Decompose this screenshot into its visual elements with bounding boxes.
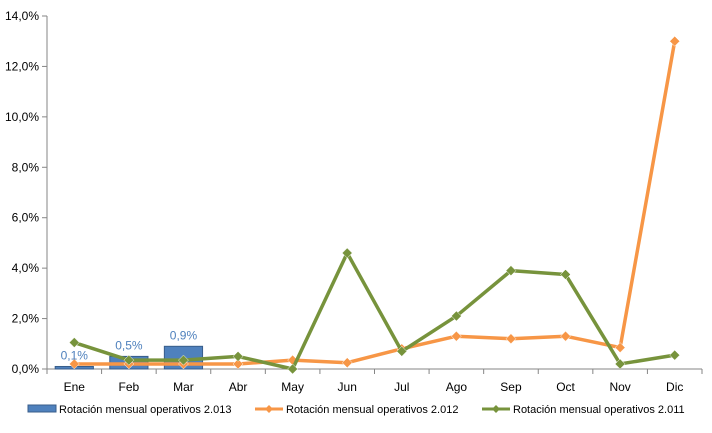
series-point	[68, 337, 80, 348]
x-tick-labels: Ene Feb Mar Abr May Jun Jul Ago Sep Oct Nov Dic	[64, 380, 684, 394]
x-tick-label: Oct	[556, 380, 575, 394]
y-tick-label: 6,0%	[12, 211, 40, 225]
y-tick-label: 10,0%	[5, 110, 39, 124]
legend-entry: Rotación mensual operativos 2.013	[27, 404, 231, 416]
x-tick-label: Ago	[446, 380, 468, 394]
x-tick-label: Feb	[119, 380, 140, 394]
series-point	[341, 247, 353, 259]
series-point	[232, 351, 244, 362]
bar-data-label: 0,5%	[115, 338, 143, 352]
legend-swatch	[27, 404, 57, 413]
y-tick-label: 4,0%	[12, 261, 40, 275]
series-point	[451, 310, 462, 322]
series-point	[614, 358, 626, 370]
series-line	[73, 251, 675, 371]
x-tick-label: Sep	[500, 380, 522, 394]
data-labels: 0,1% 0,5% 0,9%	[61, 328, 198, 362]
y-tick-label: 0,0%	[12, 362, 40, 376]
x-tick-label: Jun	[338, 380, 357, 394]
series-point	[560, 269, 571, 280]
series-line-1	[68, 247, 681, 375]
series-point	[232, 358, 244, 370]
x-tick-label: Jul	[394, 380, 409, 394]
legend-marker	[265, 405, 273, 413]
series-point	[178, 354, 189, 366]
line-series	[68, 35, 681, 375]
series-point	[669, 35, 681, 47]
x-tick-label: Dic	[666, 380, 683, 394]
bar-data-label: 0,9%	[170, 328, 198, 342]
series-point	[560, 330, 571, 342]
series-point	[287, 363, 298, 375]
y-tick-label: 12,0%	[5, 59, 39, 73]
series-line-0	[68, 35, 681, 370]
series-point	[614, 342, 626, 353]
legend-entry: Rotación mensual operativos 2.011	[482, 404, 685, 416]
x-tick-label: Mar	[173, 380, 194, 394]
series-point	[505, 265, 517, 277]
x-tick-label: Nov	[609, 380, 630, 394]
legend-label: Rotación mensual operativos 2.012	[286, 404, 458, 416]
y-tick-label: 8,0%	[12, 160, 40, 174]
series-point	[669, 349, 681, 361]
legend-label: Rotación mensual operativos 2.013	[59, 404, 231, 416]
x-tick-label: Ene	[64, 380, 86, 394]
series-point	[396, 345, 408, 357]
series-line	[74, 40, 677, 366]
legend-label: Rotación mensual operativos 2.011	[513, 404, 685, 416]
y-tick-labels: 0,0% 2,0% 4,0% 6,0% 8,0% 10,0% 12,0% 14,0%	[5, 9, 39, 376]
x-tick-label: May	[281, 380, 304, 394]
y-tick-label: 14,0%	[5, 9, 39, 23]
series-point	[123, 354, 135, 366]
series-point	[451, 330, 462, 342]
bar-data-label: 0,1%	[61, 348, 89, 362]
chart-axes	[42, 15, 703, 374]
legend-marker	[492, 405, 500, 413]
legend: Rotación mensual operativos 2.013 Rotació…	[27, 404, 685, 416]
series-point	[341, 357, 353, 369]
series-point	[505, 333, 517, 345]
y-tick-label: 2,0%	[12, 312, 40, 326]
x-tick-label: Abr	[229, 380, 248, 394]
legend-entry: Rotación mensual operativos 2.012	[255, 404, 458, 416]
series-point	[68, 358, 80, 370]
